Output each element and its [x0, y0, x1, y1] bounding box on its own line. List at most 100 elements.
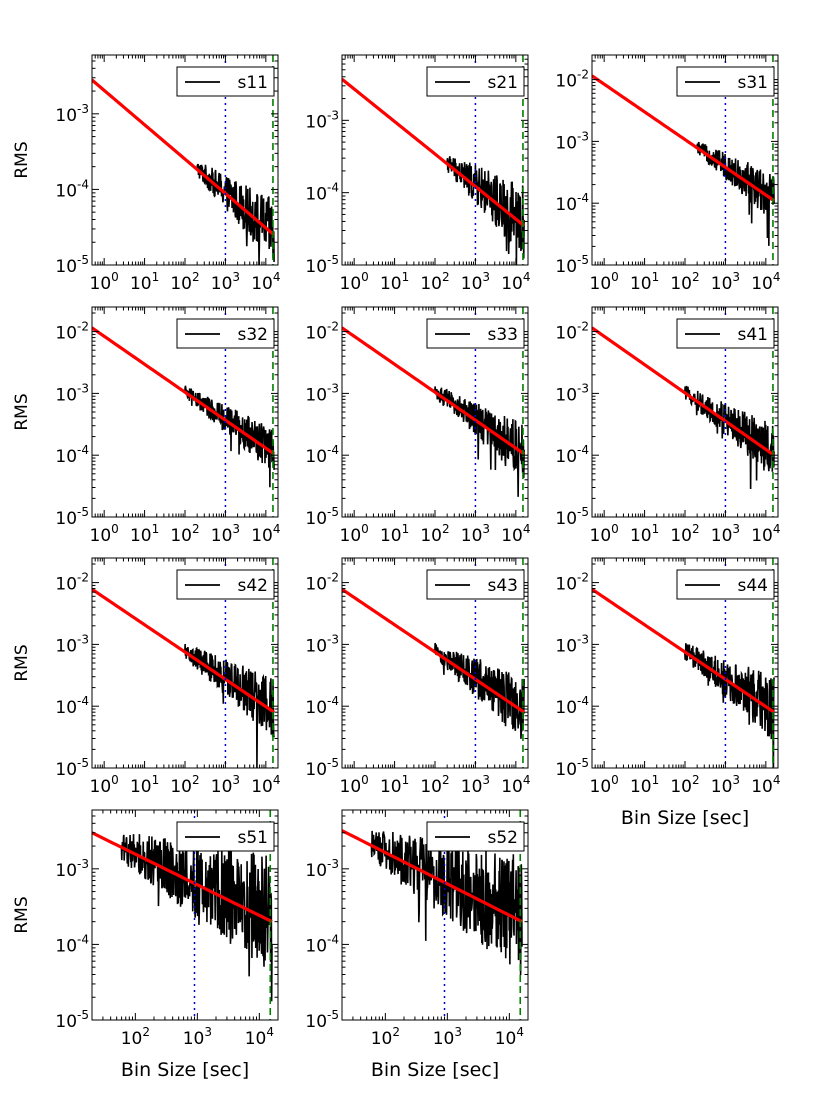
panel-s52: 102 103 104 10-5 10-4 10-3 Bin Size [sec] s52 [305, 809, 529, 1081]
x-tick-label: 101 [630, 270, 659, 294]
ticks [341, 558, 529, 769]
observed-rms-line [592, 327, 775, 489]
y-tick-label: 10-2 [305, 320, 339, 344]
ticks [91, 558, 279, 769]
observed-rms-line [92, 79, 275, 265]
x-axis-label: Bin Size [sec] [121, 1059, 249, 1081]
x-tick-label: 102 [371, 1025, 400, 1049]
x-tick-label: 104 [251, 773, 280, 797]
x-tick-label: 104 [251, 270, 280, 294]
panel-s43: 100 101 102 103 104 10-5 10-4 10-3 10-2 s43 [305, 557, 530, 797]
legend: s44 [676, 569, 775, 600]
x-tick-label: 104 [251, 522, 280, 546]
legend: s41 [676, 318, 775, 349]
panel-s51: 102 103 104 10-5 10-4 10-3 RMS Bin Size [sec] s5… [12, 809, 279, 1081]
expected-rms-line [592, 326, 775, 457]
x-tick-label: 103 [183, 1025, 212, 1049]
observed-rms-line [342, 78, 525, 265]
x-axis-label: Bin Size [sec] [621, 807, 749, 829]
y-tick-label: 10-3 [305, 857, 339, 881]
panel-s41: 100 101 102 103 104 10-5 10-4 10-3 10-2 s41 [555, 306, 780, 546]
panel-s42: 100 101 102 103 104 10-5 10-4 10-3 10-2 RMS s42 [12, 557, 280, 797]
y-tick-label: 10-5 [55, 253, 89, 277]
ticks [591, 558, 779, 769]
x-tick-label: 104 [751, 522, 780, 546]
x-tick-label: 103 [211, 270, 240, 294]
x-tick-label: 101 [130, 270, 159, 294]
x-tick-label: 104 [501, 522, 530, 546]
legend-label: s33 [488, 325, 519, 345]
ticks [591, 307, 779, 518]
ticks [91, 54, 279, 266]
x-tick-label: 101 [380, 773, 409, 797]
x-tick-label: 103 [711, 270, 740, 294]
legend: s33 [426, 318, 525, 349]
legend-label: s44 [738, 576, 769, 596]
x-tick-label: 102 [170, 522, 199, 546]
legend: s11 [176, 66, 275, 97]
expected-rms-line [92, 326, 275, 456]
x-tick-label: 100 [90, 773, 119, 797]
y-tick-label: 10-4 [55, 177, 89, 201]
y-axis-label: RMS [12, 393, 32, 430]
y-tick-label: 10-4 [555, 443, 589, 467]
x-tick-label: 101 [380, 270, 409, 294]
observed-rms-line [592, 588, 775, 768]
expected-rms-line [592, 74, 775, 202]
x-tick-label: 103 [461, 522, 490, 546]
ticks [591, 55, 779, 266]
x-tick-label: 102 [121, 1025, 150, 1049]
y-tick-label: 10-3 [555, 381, 589, 405]
legend-box [676, 318, 775, 349]
legend-label: s51 [238, 828, 269, 848]
y-tick-label: 10-5 [55, 505, 89, 529]
y-tick-label: 10-2 [305, 571, 339, 595]
ticks [341, 307, 529, 518]
ticks [91, 307, 279, 518]
x-tick-label: 102 [420, 773, 449, 797]
observed-rms-line [92, 588, 275, 768]
ticks [341, 809, 529, 1021]
axes-frame [91, 809, 279, 1021]
x-tick-label: 103 [211, 773, 240, 797]
legend-label: s21 [488, 73, 519, 93]
y-tick-label: 10-5 [305, 1008, 339, 1032]
y-tick-label: 10-2 [555, 320, 589, 344]
legend: s42 [176, 569, 275, 600]
x-tick-label: 101 [630, 522, 659, 546]
y-axis-label: RMS [12, 644, 32, 681]
y-tick-label: 10-2 [55, 571, 89, 595]
y-tick-label: 10-4 [305, 694, 339, 718]
observed-rms-line [92, 327, 275, 488]
y-tick-label: 10-2 [555, 571, 589, 595]
x-tick-label: 104 [245, 1025, 274, 1049]
x-tick-label: 101 [130, 773, 159, 797]
observed-rms-line [342, 829, 523, 976]
axes-frame [341, 809, 529, 1021]
expected-rms-line [342, 829, 523, 924]
panel-s11: 100 101 102 103 104 10-5 10-4 10-3 RMS s11 [12, 54, 280, 294]
y-tick-label: 10-5 [305, 756, 339, 780]
x-tick-label: 101 [380, 522, 409, 546]
y-tick-label: 10-3 [555, 632, 589, 656]
y-tick-label: 10-4 [555, 694, 589, 718]
x-tick-label: 103 [461, 270, 490, 294]
legend: s21 [426, 66, 525, 97]
legend-label: s52 [488, 828, 519, 848]
y-tick-label: 10-5 [55, 1008, 89, 1032]
x-tick-label: 103 [711, 522, 740, 546]
x-tick-label: 102 [420, 522, 449, 546]
y-tick-label: 10-3 [55, 102, 89, 126]
y-tick-label: 10-5 [305, 505, 339, 529]
x-tick-label: 103 [433, 1025, 462, 1049]
legend-label: s32 [238, 325, 269, 345]
observed-rms-line [342, 588, 525, 739]
x-tick-label: 104 [501, 773, 530, 797]
ticks [341, 54, 529, 266]
x-tick-label: 102 [670, 522, 699, 546]
x-tick-label: 100 [590, 270, 619, 294]
y-tick-label: 10-5 [555, 505, 589, 529]
x-tick-label: 102 [420, 270, 449, 294]
y-tick-label: 10-3 [555, 129, 589, 153]
legend-box [176, 66, 275, 97]
